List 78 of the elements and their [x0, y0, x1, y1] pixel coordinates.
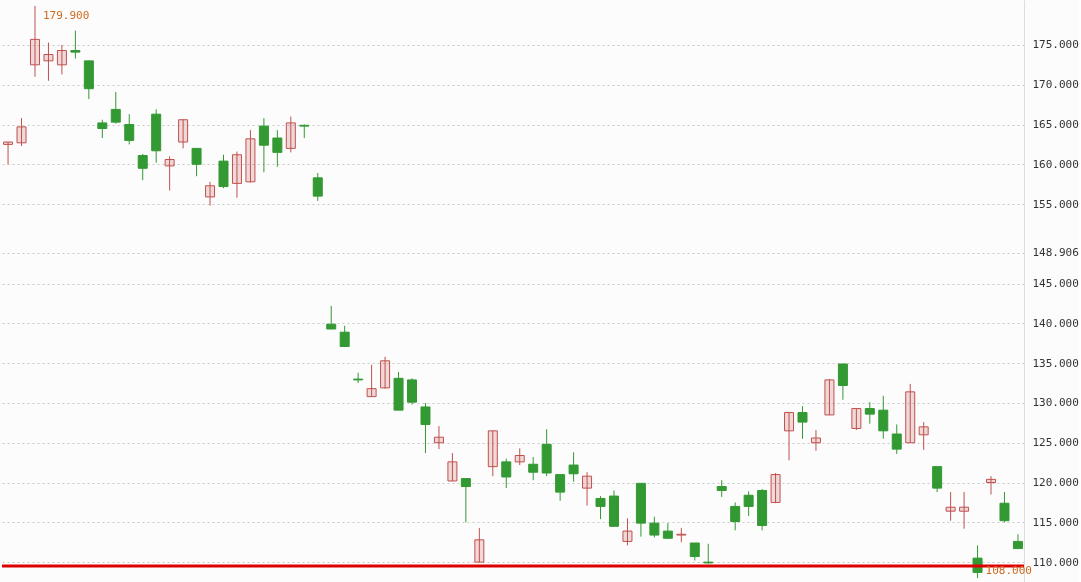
y-tick-label: 135.000: [1032, 356, 1079, 370]
candlestick: [285, 116, 296, 153]
candlestick: [676, 527, 687, 543]
candlestick: [407, 377, 418, 406]
candlestick: [851, 408, 862, 431]
candlestick: [178, 119, 189, 149]
candlestick: [501, 458, 512, 489]
y-tick-label: 170.000: [1032, 78, 1079, 92]
candlestick: [29, 5, 40, 78]
candlestick: [70, 30, 81, 59]
candlestick: [743, 490, 754, 517]
candlestick: [824, 378, 835, 416]
candlestick: [366, 364, 377, 398]
candlestick: [622, 517, 633, 546]
y-tick-label: 175.000: [1032, 38, 1079, 52]
candlestick: [460, 478, 471, 523]
candlestick: [837, 363, 848, 401]
candlestick: [918, 421, 929, 451]
candlestick: [649, 516, 660, 538]
y-tick-label: 160.000: [1032, 157, 1079, 171]
y-tick-label: 145.000: [1032, 277, 1079, 291]
candlestick: [433, 425, 444, 450]
candlestick: [959, 491, 970, 530]
candlestick: [312, 172, 323, 202]
candlestick: [487, 430, 498, 477]
candlestick: [272, 129, 283, 168]
y-tick-label: 155.000: [1032, 197, 1079, 211]
candlestick: [205, 181, 216, 207]
candlestick: [582, 471, 593, 507]
candlestick: [932, 466, 943, 493]
annotation: 179.900: [42, 8, 90, 22]
candlestick: [568, 451, 579, 483]
candlestick: [258, 117, 269, 173]
y-tick-label: 140.000: [1032, 316, 1079, 330]
candlestick: [124, 113, 135, 145]
y-tick-label: 115.000: [1032, 515, 1079, 529]
candlestick: [16, 117, 27, 147]
candlestick: [810, 429, 821, 452]
candlestick: [703, 543, 714, 565]
y-tick-label: 110.000: [1032, 555, 1079, 569]
candlestick: [797, 405, 808, 440]
candlestick: [891, 423, 902, 455]
y-tick-label: 120.000: [1032, 476, 1079, 490]
candlestick: [905, 383, 916, 444]
candlestick: [3, 141, 14, 165]
candlestick: [986, 475, 997, 495]
candlestick: [999, 491, 1010, 523]
candlestick: [380, 356, 391, 390]
candlestick: [878, 395, 889, 440]
candlestick: [514, 447, 525, 466]
candlestick: [97, 119, 108, 139]
candlestick: [447, 452, 458, 482]
candlestick: [43, 42, 54, 82]
candlestick: [528, 456, 539, 481]
candlestick: [164, 155, 175, 192]
candlestick: [245, 129, 256, 184]
candlestick: [784, 412, 795, 461]
y-tick-label: 165.000: [1032, 118, 1079, 132]
y-tick-label: 130.000: [1032, 396, 1079, 410]
candlestick: [339, 325, 350, 347]
candlestick: [110, 91, 121, 125]
y-tick-label: 125.000: [1032, 436, 1079, 450]
candlestick: [56, 44, 67, 75]
annotation: 108.000: [985, 564, 1032, 578]
candlestick: [137, 153, 148, 181]
candlestick: [231, 151, 242, 199]
candlestick: [945, 491, 956, 522]
candlestick: [420, 402, 431, 454]
candlestick: [595, 495, 606, 520]
y-tick-label: 148.906: [1032, 246, 1079, 260]
candlestick: [555, 474, 566, 502]
candlestick: [474, 527, 485, 563]
candlestick: [864, 401, 875, 425]
candlestick: [326, 305, 337, 330]
candlestick: [730, 501, 741, 531]
candlestick: [1012, 533, 1023, 550]
candlestick: [191, 147, 202, 177]
candlestick: [770, 472, 781, 504]
